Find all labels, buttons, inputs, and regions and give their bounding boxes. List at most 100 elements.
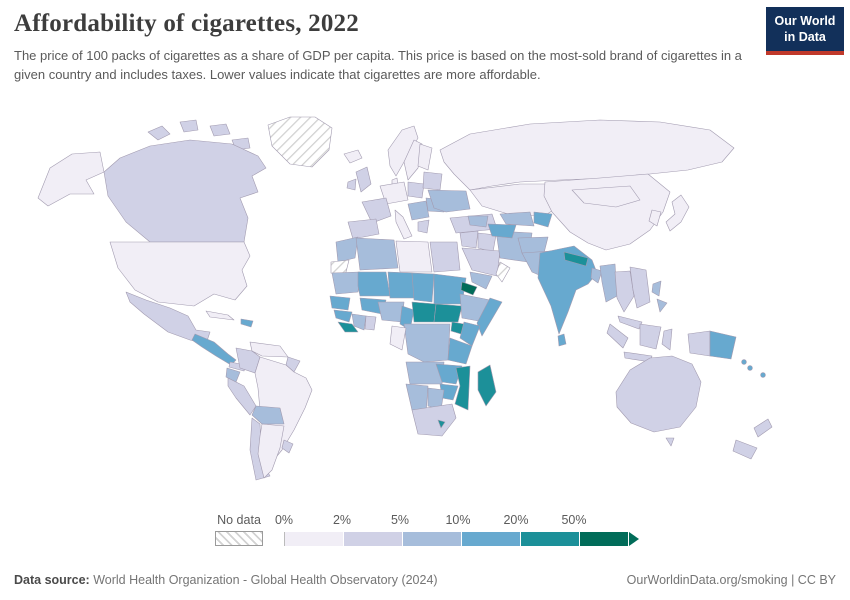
legend-color-bar[interactable] — [284, 532, 639, 546]
country-nigeria[interactable] — [377, 301, 405, 323]
country-new-zealand-south[interactable] — [732, 439, 758, 460]
country-spain[interactable] — [347, 218, 380, 240]
country-ghana[interactable] — [364, 315, 377, 331]
country-india[interactable] — [537, 245, 598, 335]
country-argentina[interactable] — [257, 423, 285, 479]
country-philippines[interactable] — [656, 298, 668, 313]
country-germany[interactable] — [379, 181, 409, 205]
country-lesotho[interactable] — [437, 419, 446, 429]
country-kyrgyzstan[interactable] — [533, 211, 553, 228]
country-greece[interactable] — [417, 219, 430, 234]
legend-bar[interactable]: 0% 2% 5% 10% 20% 50% — [275, 513, 639, 546]
country-algeria[interactable] — [355, 237, 399, 271]
country-libya[interactable] — [395, 240, 433, 273]
country-uk[interactable] — [355, 166, 372, 193]
country-niger[interactable] — [387, 271, 415, 299]
country-mauritania[interactable] — [331, 271, 361, 295]
legend-segment[interactable] — [284, 532, 344, 546]
country-guinea[interactable] — [333, 309, 353, 323]
country-nepal[interactable] — [563, 251, 589, 267]
country-south-africa[interactable] — [411, 403, 457, 437]
owid-logo[interactable]: Our World in Data — [766, 7, 844, 56]
country-gabon[interactable] — [389, 325, 407, 351]
country-somalia[interactable] — [476, 297, 503, 337]
country-usa-alaska[interactable] — [37, 151, 105, 207]
country-zambia[interactable] — [435, 363, 463, 385]
legend-segment[interactable] — [344, 532, 403, 546]
country-central-african-republic[interactable] — [411, 301, 437, 323]
country-cuba[interactable] — [205, 310, 235, 321]
country-morocco[interactable] — [335, 236, 359, 263]
country-finland[interactable] — [417, 143, 433, 171]
country-eritrea[interactable] — [460, 281, 478, 296]
country-guatemala[interactable] — [191, 333, 237, 366]
country-kenya[interactable] — [459, 321, 481, 347]
country-senegal[interactable] — [329, 295, 351, 311]
country-uzbekistan[interactable] — [499, 211, 535, 227]
country-solomon-islands[interactable] — [747, 365, 753, 371]
country-azerbaijan[interactable] — [467, 215, 489, 228]
country-egypt[interactable] — [429, 241, 461, 273]
world-choropleth-map[interactable] — [0, 110, 850, 510]
country-ukraine[interactable] — [427, 189, 471, 213]
country-poland[interactable] — [407, 181, 425, 199]
country-chad[interactable] — [411, 272, 435, 303]
country-venezuela[interactable] — [249, 341, 289, 358]
country-china[interactable] — [543, 173, 671, 251]
country-sierra-leone[interactable] — [337, 321, 359, 333]
country-malaysia[interactable] — [617, 315, 643, 330]
country-solomon-islands[interactable] — [741, 359, 747, 365]
country-mozambique[interactable] — [454, 365, 471, 411]
country-madagascar[interactable] — [477, 364, 497, 407]
country-new-zealand-north[interactable] — [753, 418, 773, 438]
country-bangladesh[interactable] — [590, 267, 603, 284]
country-indonesia-sulawesi[interactable] — [661, 328, 673, 351]
country-japan[interactable] — [665, 194, 690, 232]
country-belarus[interactable] — [422, 171, 443, 191]
country-yemen[interactable] — [469, 271, 493, 290]
country-philippines[interactable] — [651, 280, 662, 297]
country-iceland[interactable] — [343, 149, 363, 164]
country-peru[interactable] — [227, 377, 257, 416]
country-indonesia-borneo[interactable] — [639, 323, 662, 350]
country-haiti[interactable] — [240, 318, 254, 328]
country-mongolia[interactable] — [571, 185, 641, 208]
country-syria[interactable] — [459, 230, 479, 249]
country-papua-new-guinea[interactable] — [709, 330, 737, 360]
country-canada[interactable] — [147, 125, 171, 141]
country-greenland[interactable] — [267, 116, 333, 168]
country-australia[interactable] — [615, 355, 702, 433]
country-bolivia[interactable] — [251, 405, 285, 425]
country-canada[interactable] — [179, 119, 199, 133]
country-france[interactable] — [361, 197, 392, 224]
legend-segment[interactable] — [580, 532, 629, 546]
country-australia-tasmania[interactable] — [665, 437, 675, 447]
country-canada[interactable] — [103, 139, 267, 243]
country-myanmar[interactable] — [599, 263, 618, 303]
country-indonesia-sumatra[interactable] — [606, 323, 629, 349]
country-canada[interactable] — [209, 123, 231, 137]
country-south-korea[interactable] — [648, 209, 662, 227]
country-serbia[interactable] — [407, 200, 430, 221]
footer-link[interactable]: OurWorldinData.org/smoking | CC BY — [626, 573, 836, 587]
country-indonesia-papua[interactable] — [687, 330, 711, 357]
legend-segment[interactable] — [403, 532, 462, 546]
country-saudi-arabia[interactable] — [461, 247, 501, 277]
country-mali[interactable] — [357, 271, 391, 297]
country-mexico[interactable] — [125, 291, 211, 345]
legend-no-data[interactable]: No data — [215, 513, 263, 546]
country-cote-divoire[interactable] — [351, 313, 367, 331]
country-uruguay[interactable] — [281, 439, 294, 454]
country-russia[interactable] — [439, 119, 735, 191]
country-ireland[interactable] — [346, 178, 357, 191]
country-oman[interactable] — [495, 261, 511, 283]
country-fiji[interactable] — [760, 372, 766, 378]
country-south-sudan[interactable] — [433, 303, 463, 323]
country-sri-lanka[interactable] — [557, 333, 567, 347]
legend-segment[interactable] — [462, 532, 521, 546]
country-italy[interactable] — [394, 209, 413, 240]
country-tanzania[interactable] — [447, 337, 473, 365]
country-thailand[interactable] — [614, 270, 635, 313]
country-dr-congo[interactable] — [403, 323, 451, 363]
country-turkmenistan[interactable] — [487, 223, 517, 239]
